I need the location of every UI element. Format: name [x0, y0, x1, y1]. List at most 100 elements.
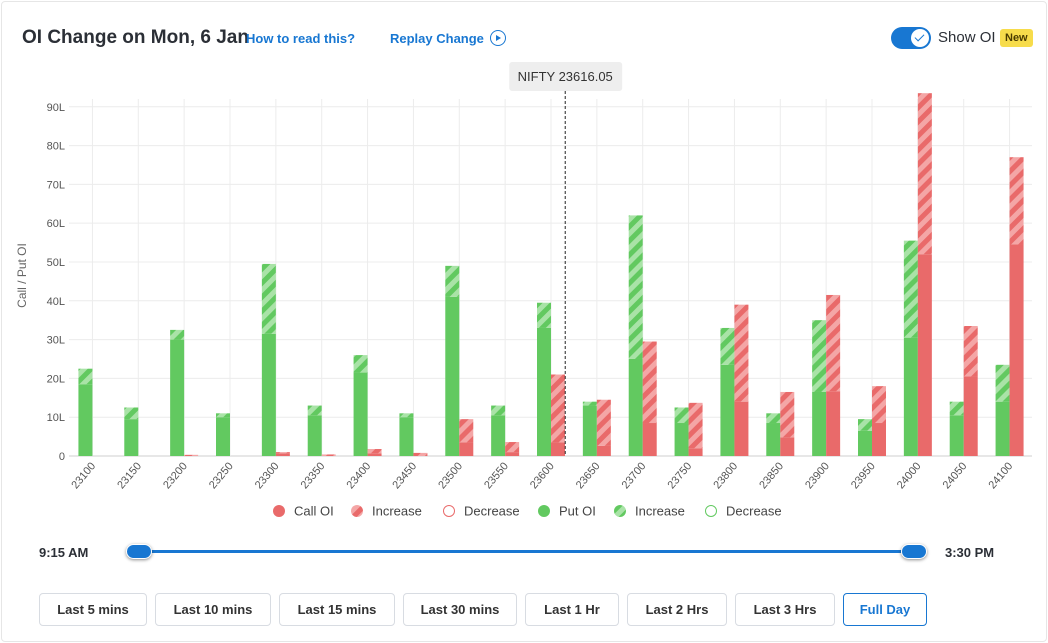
call-oi-bar-23300	[275, 453, 290, 456]
page-title: OI Change on Mon, 6 Jan	[22, 27, 249, 48]
put-oi-bar-23500	[445, 296, 460, 456]
show-oi-label: Show OI	[938, 29, 996, 46]
call-increase-bar-23200	[184, 454, 199, 456]
call-increase-bar-23550	[505, 442, 520, 453]
put-increase-bar-23250	[216, 413, 230, 418]
x-tick-label: 23900	[803, 460, 832, 491]
new-badge: New	[1000, 29, 1033, 47]
y-tick-label: 70L	[47, 179, 65, 191]
slider-end-time: 3:30 PM	[945, 545, 995, 560]
last-10-mins-button[interactable]: Last 10 mins	[155, 593, 271, 626]
put-increase-legend-label: Increase	[635, 504, 685, 519]
y-tick-label: 60L	[47, 218, 65, 230]
put-oi-bar-23400	[353, 372, 368, 456]
x-tick-label: 23200	[161, 460, 190, 491]
put-increase-bar-23150	[124, 407, 139, 420]
y-tick-label: 10L	[47, 412, 65, 424]
call-oi-bar-23650	[596, 445, 611, 456]
put-increase-bar-23500	[445, 265, 460, 297]
put-oi-bar-23950	[858, 430, 872, 456]
call-oi-bar-23600	[551, 442, 565, 456]
call-call-oi-legend-label: Call OI	[294, 504, 334, 519]
put-increase-bar-23350	[307, 405, 322, 416]
put-oi-bar-23650	[582, 405, 597, 456]
put-increase-bar-23650	[582, 401, 597, 406]
call-increase-legend-label: Increase	[372, 504, 422, 519]
call-increase-bar-23850	[780, 391, 795, 438]
oi-change-chart: 0 10L 20L 30L 40L 50L 60L 70L 80L 90L Call / Put O…	[15, 62, 1032, 519]
call-oi-bar-23400	[367, 453, 382, 456]
call-increase-bar-24000	[917, 93, 932, 255]
call-increase-bar-23700	[642, 341, 657, 424]
put-increase-bar-23800	[720, 327, 735, 365]
y-tick-label: 90L	[47, 102, 65, 114]
full-day-button[interactable]: Full Day	[843, 593, 927, 626]
put-oi-bar-23700	[628, 358, 643, 456]
put-decrease-legend-icon	[705, 505, 717, 517]
put-put-oi-legend-icon	[538, 505, 550, 517]
put-increase-bar-23200	[170, 329, 185, 340]
last-1-hr-button[interactable]: Last 1 Hr	[525, 593, 619, 626]
call-call-oi-legend-icon	[273, 505, 285, 517]
put-oi-bar-23300	[261, 333, 276, 456]
x-tick-label: 23750	[666, 460, 695, 491]
last-5-mins-button[interactable]: Last 5 mins	[39, 593, 147, 626]
last-3-hrs-button[interactable]: Last 3 Hrs	[735, 593, 835, 626]
put-decrease-legend-label: Decrease	[726, 504, 782, 519]
put-oi-bar-23250	[216, 417, 230, 456]
call-increase-bar-23800	[734, 304, 749, 402]
call-increase-bar-23400	[367, 449, 382, 454]
call-increase-bar-23650	[596, 399, 611, 446]
put-increase-bar-24050	[949, 401, 964, 416]
x-tick-label: 24050	[941, 460, 970, 491]
x-tick-label: 23950	[849, 460, 878, 491]
call-increase-bar-23600	[551, 374, 565, 443]
check-icon	[911, 29, 929, 47]
slider-start-time: 9:15 AM	[39, 545, 89, 560]
call-oi-bar-23550	[505, 452, 520, 456]
put-increase-bar-23900	[812, 320, 827, 392]
put-increase-bar-23400	[353, 355, 368, 373]
last-2-hrs-button[interactable]: Last 2 Hrs	[627, 593, 727, 626]
put-oi-bar-23600	[537, 327, 551, 456]
spot-label-box	[509, 62, 623, 91]
call-oi-bar-23950	[872, 423, 886, 456]
how-to-read-link[interactable]: How to read this?	[246, 31, 356, 46]
x-tick-label: 23700	[620, 460, 649, 491]
put-increase-bar-23600	[537, 302, 551, 328]
put-increase-bar-24000	[903, 240, 918, 338]
put-oi-bar-23200	[170, 339, 185, 456]
call-oi-bar-23900	[826, 391, 841, 456]
y-tick-label: 50L	[47, 257, 65, 269]
put-oi-bar-23350	[307, 415, 322, 456]
x-tick-label: 23150	[115, 460, 144, 491]
replay-change-link[interactable]: Replay Change	[390, 31, 484, 46]
y-tick-label: 20L	[47, 373, 65, 385]
put-oi-bar-23750	[674, 423, 689, 456]
call-oi-bar-24100	[1009, 244, 1024, 456]
put-increase-bar-23550	[491, 405, 506, 416]
slider-end-handle[interactable]	[901, 544, 927, 559]
call-increase-bar-23900	[826, 294, 841, 392]
call-increase-bar-23750	[688, 402, 703, 449]
put-oi-bar-23100	[78, 384, 93, 456]
show-oi-toggle[interactable]	[891, 27, 931, 49]
play-icon[interactable]	[490, 30, 506, 46]
put-increase-bar-23100	[78, 368, 93, 385]
y-axis-label: Call / Put OI	[15, 243, 29, 308]
x-tick-label: 23550	[482, 460, 511, 491]
x-tick-label: 23350	[299, 460, 328, 491]
time-range-slider[interactable]	[139, 550, 914, 553]
call-decrease-legend-label: Decrease	[464, 504, 520, 519]
put-increase-bar-23850	[766, 413, 781, 424]
slider-start-handle[interactable]	[126, 544, 152, 559]
put-increase-bar-23700	[628, 215, 643, 359]
last-30-mins-button[interactable]: Last 30 mins	[403, 593, 517, 626]
call-increase-legend-icon	[351, 505, 363, 517]
call-oi-bar-23800	[734, 401, 749, 456]
last-15-mins-button[interactable]: Last 15 mins	[279, 593, 395, 626]
call-increase-bar-24100	[1009, 157, 1024, 245]
y-tick-label: 80L	[47, 141, 65, 153]
call-increase-bar-23300	[275, 452, 290, 454]
